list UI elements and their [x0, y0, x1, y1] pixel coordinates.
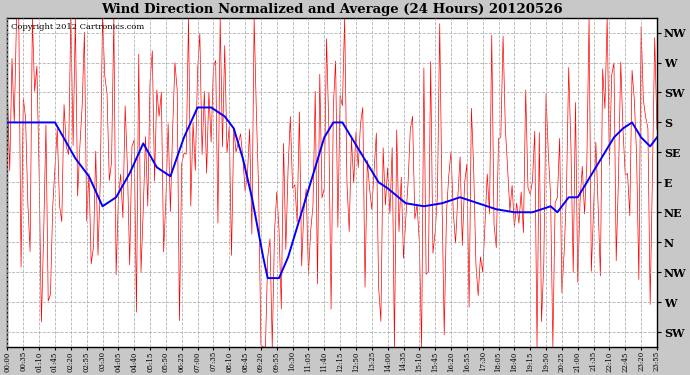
Title: Wind Direction Normalized and Average (24 Hours) 20120526: Wind Direction Normalized and Average (2…	[101, 3, 563, 16]
Text: Copyright 2012 Cartronics.com: Copyright 2012 Cartronics.com	[11, 22, 144, 31]
